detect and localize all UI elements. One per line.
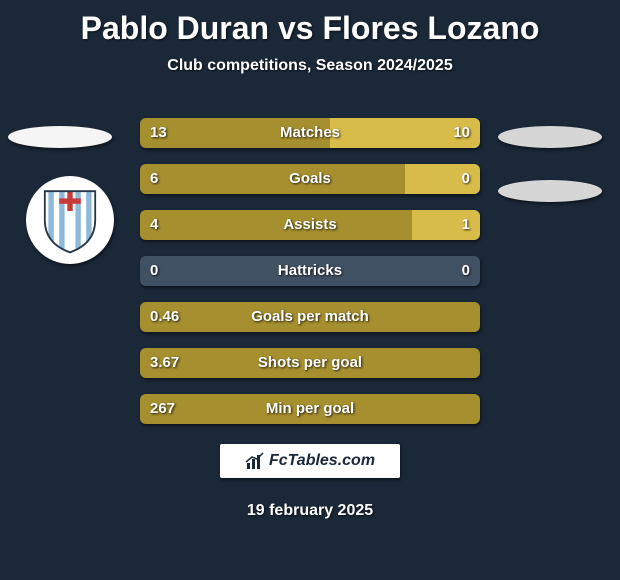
date-label: 19 february 2025 (0, 502, 620, 520)
club-crest-left (26, 176, 114, 264)
subtitle: Club competitions, Season 2024/2025 (0, 57, 620, 75)
barchart-icon (245, 451, 265, 471)
branding-badge[interactable]: FcTables.com (220, 444, 400, 478)
stat-row: 41Assists (140, 210, 480, 240)
stat-row: 1310Matches (140, 118, 480, 148)
stat-label: Assists (140, 210, 480, 240)
page-title: Pablo Duran vs Flores Lozano (0, 0, 620, 47)
player-ellipse (498, 180, 602, 202)
stat-row: 267Min per goal (140, 394, 480, 424)
player-ellipse (498, 126, 602, 148)
stat-label: Hattricks (140, 256, 480, 286)
stats-area: 1310Matches 60Goals 41Assists 00Hattricks 0.… (0, 118, 620, 440)
stat-row: 0.46Goals per match (140, 302, 480, 332)
player-ellipse (8, 126, 112, 148)
stat-row: 00Hattricks (140, 256, 480, 286)
branding-text: FcTables.com (269, 452, 375, 470)
stat-label: Goals per match (140, 302, 480, 332)
stat-label: Goals (140, 164, 480, 194)
stat-row: 3.67Shots per goal (140, 348, 480, 378)
stat-label: Shots per goal (140, 348, 480, 378)
stat-row: 60Goals (140, 164, 480, 194)
stat-label: Min per goal (140, 394, 480, 424)
shield-icon (34, 184, 106, 256)
stat-label: Matches (140, 118, 480, 148)
